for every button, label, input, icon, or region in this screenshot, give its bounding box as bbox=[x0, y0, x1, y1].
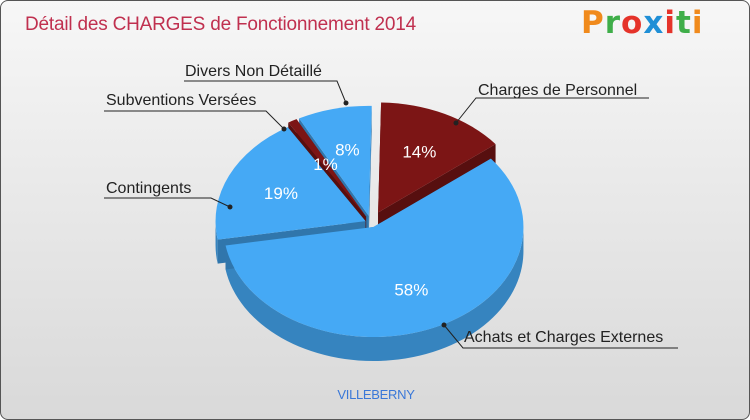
pie-slice bbox=[288, 119, 367, 217]
brand-letter: i bbox=[664, 5, 676, 41]
leader-line-arrow bbox=[441, 322, 447, 328]
pie-slice bbox=[299, 105, 372, 216]
leader-line bbox=[184, 80, 347, 104]
leader-line bbox=[455, 97, 649, 124]
brand-letter: t bbox=[675, 5, 692, 41]
slice-percent-label: 8% bbox=[335, 140, 360, 159]
chart-title: Détail des CHARGES de Fonctionnement 201… bbox=[25, 14, 417, 35]
brand-letter: o bbox=[621, 5, 644, 41]
brand-letter: x bbox=[643, 5, 665, 41]
leader-line-arrow bbox=[343, 100, 349, 106]
slice-category-label: Achats et Charges Externes bbox=[464, 329, 663, 346]
leader-line-arrow bbox=[453, 120, 459, 126]
brand-letter: i bbox=[691, 5, 704, 41]
commune-name: VILLEBERNY bbox=[337, 387, 415, 402]
brand-letter: P bbox=[581, 5, 605, 41]
pie-slice bbox=[215, 127, 366, 240]
slice-category-label: Charges de Personnel bbox=[478, 82, 637, 99]
leader-line bbox=[104, 110, 285, 130]
slice-percent-label: 58% bbox=[394, 280, 428, 299]
slice-percent-label: 1% bbox=[313, 155, 338, 174]
leader-line bbox=[443, 324, 678, 349]
brand-letter: r bbox=[604, 5, 622, 41]
slice-percent-label: 14% bbox=[402, 142, 436, 161]
leader-line-arrow bbox=[227, 204, 233, 210]
leader-line-arrow bbox=[281, 126, 287, 132]
pie-slice bbox=[225, 158, 524, 338]
leader-line bbox=[104, 197, 231, 208]
pie-slices bbox=[215, 102, 524, 362]
slice-category-label: Subventions Versées bbox=[106, 92, 256, 109]
brand-logo: Proxiti bbox=[581, 5, 703, 41]
slice-percent-label: 19% bbox=[264, 184, 298, 203]
slice-category-label: Divers Non Détaillé bbox=[185, 63, 322, 80]
pie-slice bbox=[378, 102, 496, 213]
slice-category-label: Contingents bbox=[106, 180, 191, 197]
